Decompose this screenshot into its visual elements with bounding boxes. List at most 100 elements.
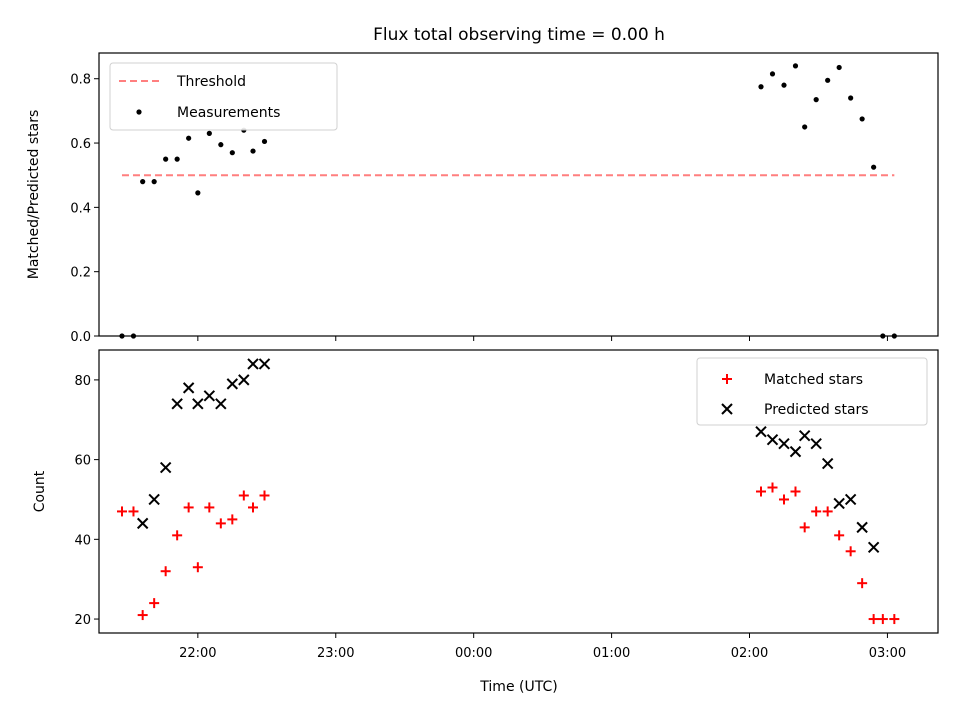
matched-star-point (128, 506, 139, 517)
measurement-point (151, 179, 157, 185)
measurement-point (261, 138, 268, 145)
ratio-marks (119, 63, 897, 339)
measurement-point (758, 84, 764, 90)
legend-matched-swatch (722, 374, 732, 384)
predicted-star-point (798, 429, 811, 442)
measurement-point (218, 142, 224, 148)
predicted-star-point (766, 433, 779, 446)
measurement-point (229, 150, 235, 156)
measurement-point (206, 130, 212, 136)
matched-star-point (889, 614, 900, 625)
measurement-point (813, 97, 819, 103)
predicted-star-point (159, 461, 172, 474)
matched-star-point (868, 614, 879, 625)
matched-star-point (756, 486, 767, 497)
matched-star-point (799, 522, 810, 533)
matched-star-point (259, 490, 270, 501)
measurement-point (792, 63, 799, 69)
measurement-point (781, 82, 787, 88)
predicted-star-point (203, 390, 216, 402)
measurement-point (163, 156, 169, 162)
matched-star-point (877, 614, 888, 625)
matched-star-point (238, 490, 249, 501)
ratio-y-ticks: 0.0 0.2 0.4 0.6 0.8 (70, 73, 99, 345)
legend-x-marker (721, 403, 733, 415)
measurement-point (186, 135, 192, 141)
matched-star-point (215, 518, 226, 529)
predicted-star-point (136, 517, 149, 530)
y-tick-label: 20 (74, 613, 91, 628)
x-axis-label: Time (UTC) (479, 679, 557, 695)
count-y-ticks: 20 40 60 80 (74, 374, 99, 628)
predicted-star-point (171, 398, 183, 410)
y-tick-label: 0.0 (70, 330, 91, 345)
predicted-star-point (856, 521, 868, 534)
y-tick-label: 0.8 (70, 73, 91, 88)
count-x-ticks: 22:00 23:00 00:00 01:00 02:00 03:00 (179, 633, 906, 661)
x-tick-label: 22:00 (179, 646, 216, 661)
measurement-point (802, 124, 808, 130)
predicted-star-point (789, 445, 802, 458)
legend-predicted-swatch (721, 403, 733, 415)
legend-plus-marker (722, 374, 732, 384)
predicted-star-point (226, 378, 239, 390)
measurement-point (859, 116, 865, 122)
predicted-star-point (833, 497, 845, 510)
matched-star-point (790, 486, 801, 497)
y-tick-label: 80 (74, 374, 91, 389)
count-marks (116, 358, 900, 625)
legend-predicted-label: Predicted stars (764, 402, 869, 418)
measurement-point (174, 156, 180, 162)
matched-star-point (767, 482, 778, 493)
y-tick-label: 0.6 (70, 137, 91, 152)
predicted-star-point (182, 382, 195, 394)
count-legend: Matched stars Predicted stars (696, 357, 928, 426)
matched-star-point (137, 610, 148, 621)
chart-title: Flux total observing time = 0.00 h (373, 25, 665, 45)
predicted-star-point (192, 398, 204, 410)
ratio-axes-frame (98, 52, 939, 337)
matched-star-point (778, 494, 789, 505)
x-tick-label: 23:00 (317, 646, 354, 661)
matched-star-point (822, 506, 833, 517)
measurement-point (825, 77, 831, 83)
measurement-point (195, 190, 201, 196)
ratio-y-axis-label: Matched/Predicted stars (26, 110, 42, 280)
predicted-star-point (778, 437, 790, 450)
matched-star-point (172, 530, 183, 541)
measurement-point (769, 71, 776, 77)
matched-star-point (857, 578, 868, 589)
matched-star-point (811, 506, 822, 517)
y-tick-label: 0.4 (70, 201, 91, 216)
legend-measurements-swatch (136, 109, 142, 115)
matched-star-point (204, 502, 215, 513)
ratio-x-ticks (197, 336, 888, 341)
predicted-star-point (247, 358, 259, 370)
measurement-point (140, 179, 146, 185)
y-tick-label: 0.2 (70, 266, 91, 281)
matched-star-point (149, 598, 160, 609)
predicted-star-point (867, 541, 880, 554)
x-tick-label: 00:00 (455, 646, 492, 661)
measurement-point (836, 64, 842, 71)
y-tick-label: 60 (74, 454, 91, 469)
matched-star-point (116, 506, 127, 517)
count-y-axis-label: Count (32, 470, 48, 512)
predicted-star-point (215, 398, 227, 410)
matched-star-point (845, 546, 856, 557)
predicted-star-point (755, 426, 767, 438)
matched-star-point (183, 502, 194, 513)
matched-star-point (160, 566, 171, 577)
predicted-star-point (258, 358, 271, 370)
count-axes-frame (98, 349, 939, 634)
predicted-star-point (148, 493, 160, 506)
predicted-star-point (238, 374, 250, 386)
measurement-point (250, 148, 256, 154)
legend-matched-label: Matched stars (764, 372, 863, 388)
measurement-point (848, 95, 854, 101)
predicted-star-point (844, 493, 857, 506)
legend-measurements-label: Measurements (177, 105, 280, 121)
x-tick-label: 02:00 (731, 646, 768, 661)
